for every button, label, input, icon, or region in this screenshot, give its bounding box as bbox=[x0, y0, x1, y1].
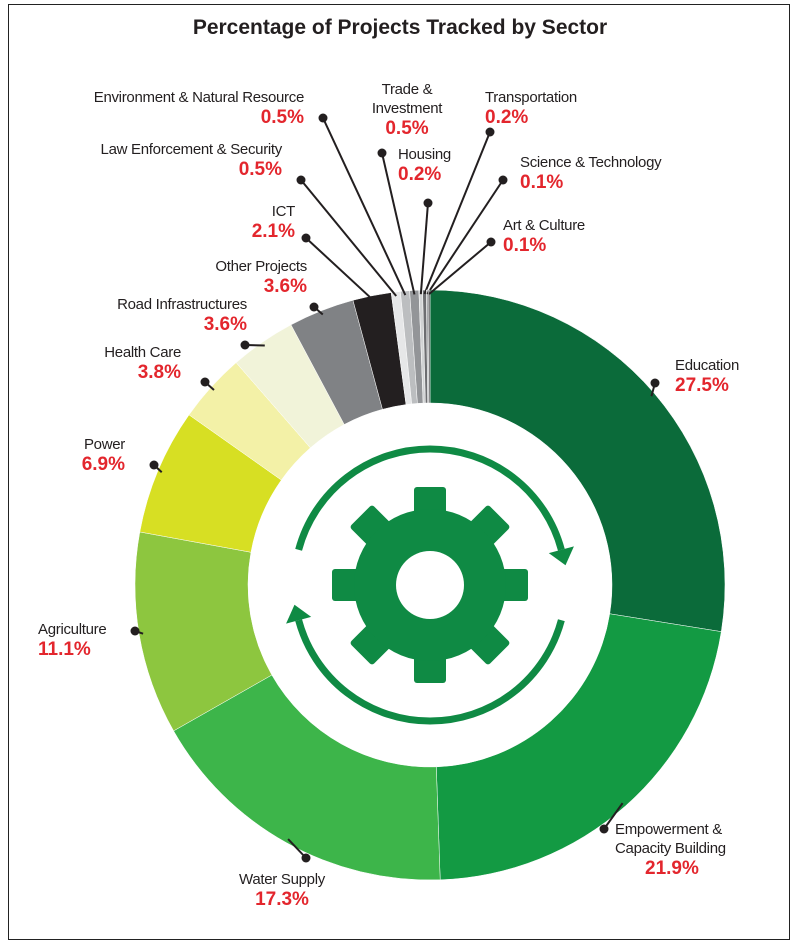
value-label: 3.6% bbox=[263, 276, 307, 297]
category-name: Power bbox=[83, 436, 125, 453]
leader-line bbox=[381, 152, 416, 295]
arrow-head bbox=[548, 546, 574, 566]
category-name: Environment & Natural Resource bbox=[93, 89, 305, 106]
value-label: 3.8% bbox=[137, 362, 181, 383]
category-name: Art & Culture bbox=[503, 217, 585, 234]
leader-line bbox=[426, 179, 504, 295]
slice-label: Science & Technology 0.1% bbox=[520, 153, 662, 194]
category-name: Education bbox=[675, 357, 740, 374]
leader-dot bbox=[485, 127, 495, 137]
slice bbox=[173, 674, 441, 881]
category-name: Housing bbox=[398, 146, 451, 163]
leader-dot bbox=[486, 237, 496, 247]
value-label: 21.9% bbox=[645, 858, 699, 879]
slice-label: Law Enforcement & Security 0.5% bbox=[100, 140, 283, 181]
slice bbox=[436, 613, 722, 881]
slice-label: Water Supply 17.3% bbox=[172, 870, 392, 911]
leader-line bbox=[419, 202, 429, 295]
arrow-head bbox=[286, 604, 312, 624]
slice-label: Road Infrastructures 3.6% bbox=[117, 295, 247, 336]
leader-line bbox=[428, 241, 492, 295]
chart-title: Percentage of Projects Tracked by Sector bbox=[192, 16, 608, 39]
slice-label: Empowerment & Capacity Building 21.9% bbox=[615, 820, 765, 880]
category-name: Other Projects bbox=[215, 258, 307, 275]
leader-dot bbox=[423, 198, 433, 208]
category-name: Trade & Investment bbox=[371, 81, 443, 117]
arrow-arc bbox=[295, 445, 565, 551]
value-label: 17.3% bbox=[255, 889, 309, 910]
category-name: Empowerment & Capacity Building bbox=[615, 821, 726, 857]
slice bbox=[427, 289, 431, 404]
leader-dot bbox=[318, 113, 328, 123]
leader-line bbox=[305, 237, 374, 301]
leader-line bbox=[322, 117, 407, 296]
slice-label: Agriculture 11.1% bbox=[38, 620, 107, 661]
leader-dot bbox=[498, 175, 508, 185]
leader-dot bbox=[599, 824, 609, 834]
leader-line bbox=[603, 802, 624, 830]
leader-dot bbox=[240, 340, 250, 350]
leader-dot bbox=[377, 148, 387, 158]
frame bbox=[8, 4, 790, 940]
value-label: 0.2% bbox=[485, 107, 529, 128]
category-name: Science & Technology bbox=[520, 154, 662, 171]
leader-dot bbox=[301, 853, 311, 863]
leader-dot bbox=[200, 377, 210, 387]
slice-label: Trade & Investment 0.5% bbox=[297, 80, 517, 140]
value-label: 0.5% bbox=[385, 118, 429, 139]
slice bbox=[429, 289, 726, 632]
value-label: 27.5% bbox=[675, 375, 729, 396]
category-name: Health Care bbox=[104, 344, 181, 361]
value-label: 11.1% bbox=[38, 639, 91, 660]
slice-label: ICT 2.1% bbox=[251, 202, 296, 243]
leader-line bbox=[423, 131, 491, 295]
slice-label: Other Projects 3.6% bbox=[215, 257, 307, 298]
category-name: Road Infrastructures bbox=[117, 296, 247, 313]
gear-hole bbox=[396, 551, 464, 619]
value-label: 2.1% bbox=[251, 221, 295, 242]
slice-label: Environment & Natural Resource 0.5% bbox=[93, 88, 305, 129]
slice-label: Health Care 3.8% bbox=[104, 343, 181, 384]
value-label: 0.2% bbox=[398, 164, 442, 185]
leader-line bbox=[300, 179, 397, 297]
category-name: Transportation bbox=[485, 89, 577, 106]
leader-dot bbox=[296, 175, 306, 185]
category-name: Agriculture bbox=[38, 621, 107, 638]
slice-label: Education 27.5% bbox=[675, 356, 739, 397]
leader-dot bbox=[650, 378, 660, 388]
slice-label: Transportation 0.2% bbox=[485, 88, 577, 129]
value-label: 0.1% bbox=[503, 235, 547, 256]
value-label: 0.5% bbox=[238, 159, 282, 180]
category-name: Law Enforcement & Security bbox=[100, 141, 283, 158]
category-name: Water Supply bbox=[239, 871, 325, 888]
slice-label: Art & Culture 0.1% bbox=[503, 216, 585, 257]
value-label: 3.6% bbox=[203, 314, 247, 335]
leader-dot bbox=[149, 460, 159, 470]
value-label: 6.9% bbox=[81, 454, 125, 475]
slice-label: Housing 0.2% bbox=[398, 145, 451, 186]
category-name: ICT bbox=[271, 203, 296, 220]
leader-dot bbox=[130, 626, 140, 636]
slice-label: Power 6.9% bbox=[81, 435, 126, 476]
arrow-arc bbox=[295, 619, 565, 725]
leader-dot bbox=[309, 302, 319, 312]
leader-dot bbox=[301, 233, 311, 243]
gear-icon bbox=[286, 445, 574, 725]
value-label: 0.5% bbox=[260, 107, 304, 128]
value-label: 0.1% bbox=[520, 172, 564, 193]
